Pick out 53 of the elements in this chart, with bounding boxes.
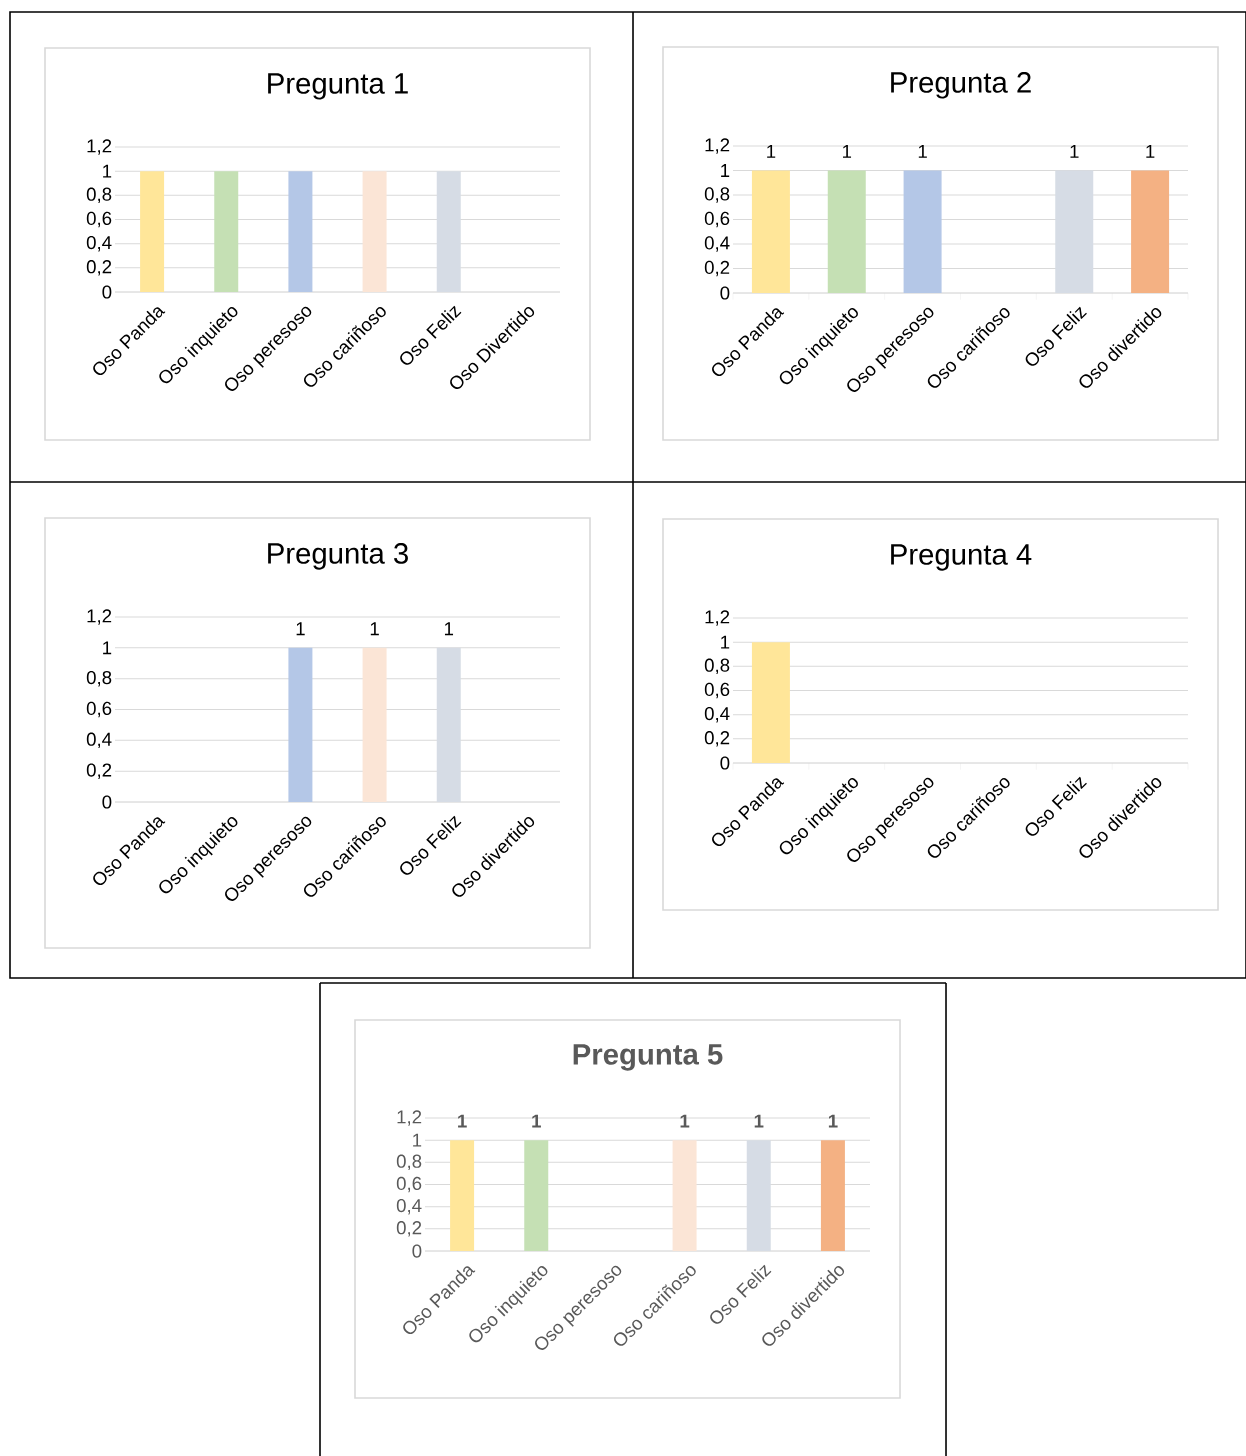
data-label: 1 xyxy=(828,1114,838,1128)
data-label: 1 xyxy=(918,144,927,158)
y-tick-label: 0,6 xyxy=(86,701,112,718)
data-label: 1 xyxy=(1146,144,1155,158)
y-tick-label: 0 xyxy=(102,795,112,809)
y-tick-label: 1,2 xyxy=(705,610,730,626)
y-tick-label: 0,8 xyxy=(86,187,112,204)
data-label: 1 xyxy=(458,1114,467,1128)
y-tick-label: 0,6 xyxy=(86,211,112,228)
y-tick-label: 0,2 xyxy=(704,260,730,277)
data-label: 1 xyxy=(767,144,776,158)
data-label: 1 xyxy=(296,622,305,636)
y-tick-label: 0 xyxy=(102,285,112,299)
y-tick-label: 0,6 xyxy=(704,682,730,699)
y-tick-label: 0,6 xyxy=(704,211,730,228)
y-tick-label: 1,2 xyxy=(87,609,112,625)
y-tick-label: 0,8 xyxy=(704,658,730,675)
y-tick-label: 0,6 xyxy=(396,1176,422,1193)
y-tick-label: 1 xyxy=(721,635,730,649)
y-tick-label: 0,4 xyxy=(704,706,730,723)
y-tick-label: 0,4 xyxy=(86,235,112,252)
y-tick-label: 1 xyxy=(103,641,112,655)
y-tick-label: 0,4 xyxy=(396,1198,422,1215)
y-tick-label: 0,8 xyxy=(396,1154,422,1171)
y-tick-label: 0,2 xyxy=(86,763,112,779)
data-label: 1 xyxy=(1070,144,1079,158)
y-tick-label: 1,2 xyxy=(397,1110,422,1126)
data-label: 1 xyxy=(370,622,379,636)
y-tick-label: 0 xyxy=(720,756,730,770)
y-tick-label: 0,2 xyxy=(704,731,730,747)
y-tick-label: 0 xyxy=(412,1244,422,1258)
chart-title: Pregunta 1 xyxy=(268,73,408,100)
data-label: 1 xyxy=(842,144,852,158)
y-tick-label: 1 xyxy=(413,1133,422,1147)
y-tick-label: 0,2 xyxy=(86,260,112,276)
y-tick-label: 1 xyxy=(721,164,730,177)
y-tick-label: 0,4 xyxy=(704,236,730,252)
data-label: 1 xyxy=(754,1114,764,1128)
y-tick-label: 1,2 xyxy=(87,139,112,155)
data-label: 1 xyxy=(532,1114,541,1128)
chart-title: Pregunta 5 xyxy=(573,1044,723,1071)
chart-title: Pregunta 4 xyxy=(891,544,1032,571)
y-tick-label: 1 xyxy=(103,164,112,178)
y-tick-label: 0,4 xyxy=(86,732,112,749)
chart-title: Pregunta 2 xyxy=(891,72,1031,99)
y-tick-label: 0,2 xyxy=(396,1221,422,1237)
y-tick-label: 0 xyxy=(720,286,730,300)
data-label: 1 xyxy=(444,622,454,636)
y-tick-label: 0,8 xyxy=(704,187,730,203)
y-tick-label: 1,2 xyxy=(705,138,730,154)
y-tick-label: 0,8 xyxy=(86,670,112,687)
data-label: 1 xyxy=(680,1114,690,1128)
chart-title: Pregunta 3 xyxy=(268,543,408,570)
